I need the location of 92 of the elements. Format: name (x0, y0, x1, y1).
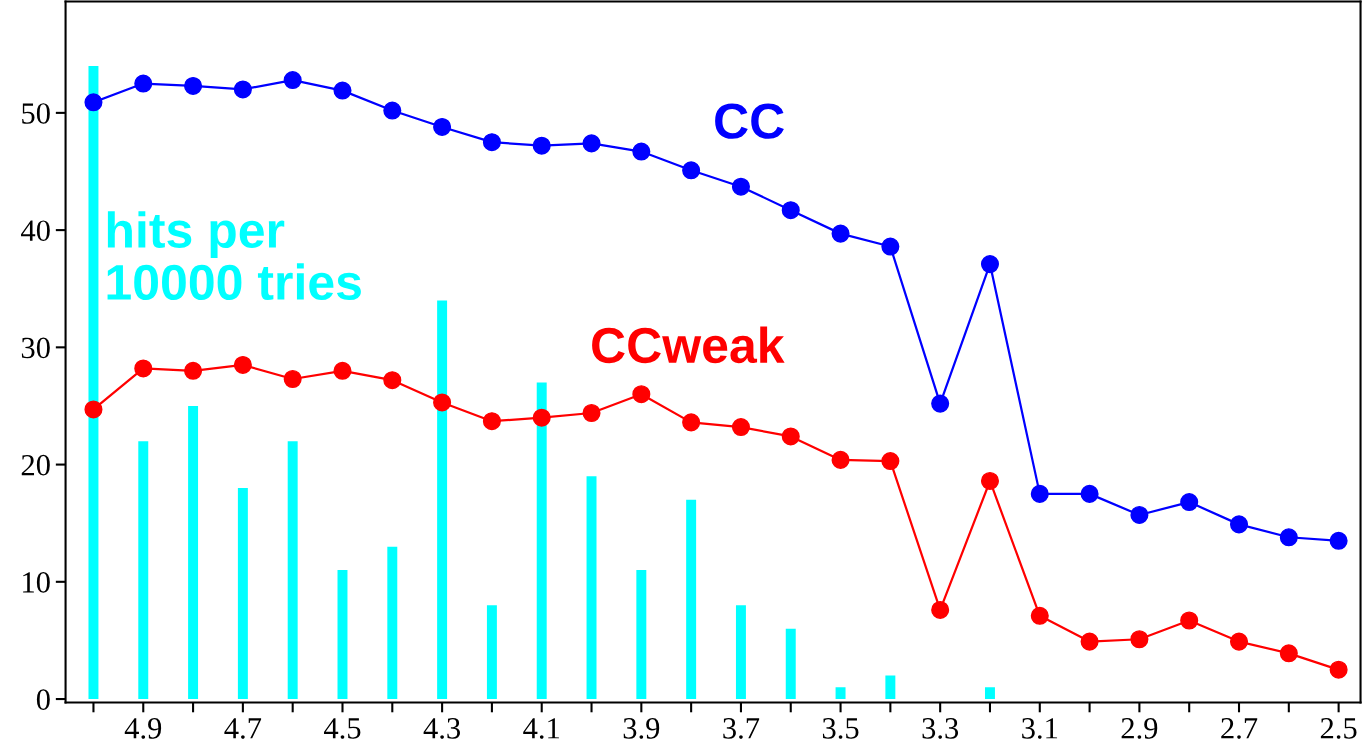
bar (337, 570, 348, 700)
bar (287, 441, 298, 700)
point (1130, 505, 1149, 525)
x-tick-label: 3.1 (1022, 718, 1058, 739)
x-tick-label: 4.9 (124, 718, 162, 739)
bar (735, 605, 746, 700)
bar (985, 687, 995, 700)
point (383, 101, 402, 120)
bar (437, 300, 448, 700)
series-label: hits per 10000 tries (107, 211, 361, 301)
y-tick-label: 10 (23, 572, 50, 593)
point (781, 201, 800, 220)
x-tick-label: 3.3 (922, 718, 959, 739)
point (1030, 484, 1049, 503)
x-tick-label: 4.3 (423, 718, 461, 739)
point (333, 81, 352, 100)
point (831, 224, 850, 243)
point (731, 418, 750, 437)
point (283, 369, 302, 389)
point (632, 385, 651, 404)
point (1229, 515, 1249, 534)
series-label: CCweak (592, 326, 785, 364)
point (1279, 644, 1298, 663)
point (482, 412, 501, 431)
point (433, 117, 452, 136)
point (1279, 528, 1298, 547)
x-tick-label: 3.9 (623, 718, 660, 739)
point (1329, 660, 1348, 679)
bar (188, 405, 199, 700)
bar (586, 476, 597, 700)
point (1180, 493, 1199, 512)
bar (138, 441, 149, 700)
point (1229, 632, 1249, 651)
point (383, 371, 402, 390)
bar (636, 570, 647, 700)
point (134, 359, 153, 378)
point (582, 134, 601, 153)
point (632, 142, 651, 161)
point (931, 394, 950, 413)
bar (686, 499, 697, 700)
point (682, 413, 701, 432)
point (84, 400, 103, 419)
bar (486, 605, 497, 700)
point (1180, 611, 1199, 630)
point (184, 76, 203, 95)
bar (237, 488, 248, 700)
point (980, 255, 1000, 274)
point (233, 355, 252, 374)
y-tick-label: 40 (21, 220, 50, 242)
point (781, 427, 800, 446)
point (84, 93, 103, 112)
point (283, 71, 302, 90)
x-tick-label: 3.7 (723, 718, 760, 739)
point (532, 136, 551, 155)
point (881, 452, 900, 471)
point (1130, 630, 1149, 649)
y-tick-label: 20 (21, 454, 50, 476)
y-tick-label: 0 (36, 689, 50, 710)
x-tick-label: 2.5 (1320, 718, 1357, 739)
point (482, 133, 501, 152)
point (1030, 606, 1049, 625)
bar (835, 687, 846, 700)
point (682, 161, 701, 180)
point (233, 80, 252, 99)
point (184, 361, 203, 380)
point (433, 393, 452, 412)
y-tick-label: 50 (22, 103, 50, 124)
point (333, 361, 352, 380)
point (1080, 484, 1099, 503)
bar (88, 65, 99, 700)
bar (785, 628, 796, 700)
point (582, 403, 601, 423)
point (831, 450, 850, 469)
x-tick-label: 2.7 (1221, 718, 1258, 739)
point (532, 408, 551, 427)
point (881, 237, 900, 256)
point (1329, 531, 1348, 550)
y-tick-label: 30 (21, 337, 50, 359)
x-tick-label: 2.9 (1121, 718, 1158, 739)
x-tick-label: 4.5 (323, 718, 361, 739)
bar (885, 675, 896, 700)
point (134, 74, 153, 93)
x-tick-label: 4.1 (523, 718, 559, 739)
point (731, 177, 750, 196)
point (980, 471, 1000, 491)
bar (536, 382, 547, 700)
point (931, 600, 950, 619)
point (1080, 632, 1099, 651)
series-label: CC (715, 103, 784, 139)
x-tick-label: 3.5 (822, 718, 859, 739)
x-tick-label: 4.7 (224, 718, 262, 739)
bar (387, 546, 398, 700)
